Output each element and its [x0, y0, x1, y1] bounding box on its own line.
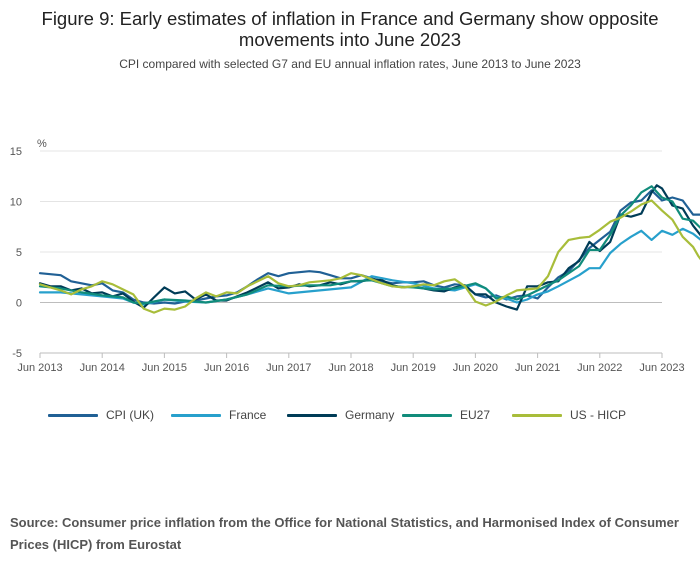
legend-label: US - HICP	[570, 408, 627, 422]
legend-swatch	[171, 413, 221, 417]
y-tick-label: 5	[16, 247, 22, 259]
series-line-germany	[38, 184, 700, 311]
x-tick-label: Jun 2013	[17, 362, 62, 374]
legend-label: France	[229, 408, 267, 422]
chart-legend: CPI (UK) France Germany EU27 US - HICP	[0, 408, 700, 426]
legend-item[interactable]: EU27	[402, 408, 490, 422]
y-tick-label: 10	[10, 197, 22, 209]
x-tick-label: Jun 2018	[328, 362, 373, 374]
x-tick-label: Jun 2020	[453, 362, 498, 374]
source-note: Source: Consumer price inflation from th…	[10, 515, 679, 552]
x-tick-label: Jun 2016	[204, 362, 249, 374]
x-tick-label: Jun 2017	[266, 362, 311, 374]
legend-swatch	[48, 413, 98, 417]
y-tick-label: -5	[12, 348, 22, 360]
legend-swatch	[512, 413, 562, 417]
legend-item[interactable]: US - HICP	[512, 408, 626, 422]
y-tick-label: 0	[16, 298, 22, 310]
legend-swatch	[402, 413, 452, 417]
chart-subtitle: CPI compared with selected G7 and EU ann…	[119, 57, 581, 71]
legend-item[interactable]: France	[171, 408, 266, 422]
y-tick-label: 15	[10, 146, 22, 158]
chart-title-line-2: movements into June 2023	[238, 29, 462, 50]
legend-item[interactable]: CPI (UK)	[48, 408, 154, 422]
y-axis-label: %	[37, 138, 47, 150]
chart-title-line-1: Figure 9: Early estimates of inflation i…	[41, 8, 659, 29]
legend-label: Germany	[345, 408, 395, 422]
chart-title: Figure 9: Early estimates of inflation i…	[0, 8, 700, 50]
series-line-us-hicp	[38, 199, 700, 314]
x-tick-label: Jun 2015	[142, 362, 187, 374]
legend-item[interactable]: Germany	[287, 408, 394, 422]
x-tick-label: Jun 2014	[80, 362, 125, 374]
x-tick-label: Jun 2019	[391, 362, 436, 374]
legend-label: EU27	[460, 408, 491, 422]
series-line-eu27	[38, 185, 700, 305]
legend-swatch	[287, 413, 337, 417]
x-tick-label: Jun 2023	[639, 362, 684, 374]
x-tick-label: Jun 2022	[577, 362, 622, 374]
x-tick-label: Jun 2021	[515, 362, 560, 374]
legend-label: CPI (UK)	[106, 408, 154, 422]
